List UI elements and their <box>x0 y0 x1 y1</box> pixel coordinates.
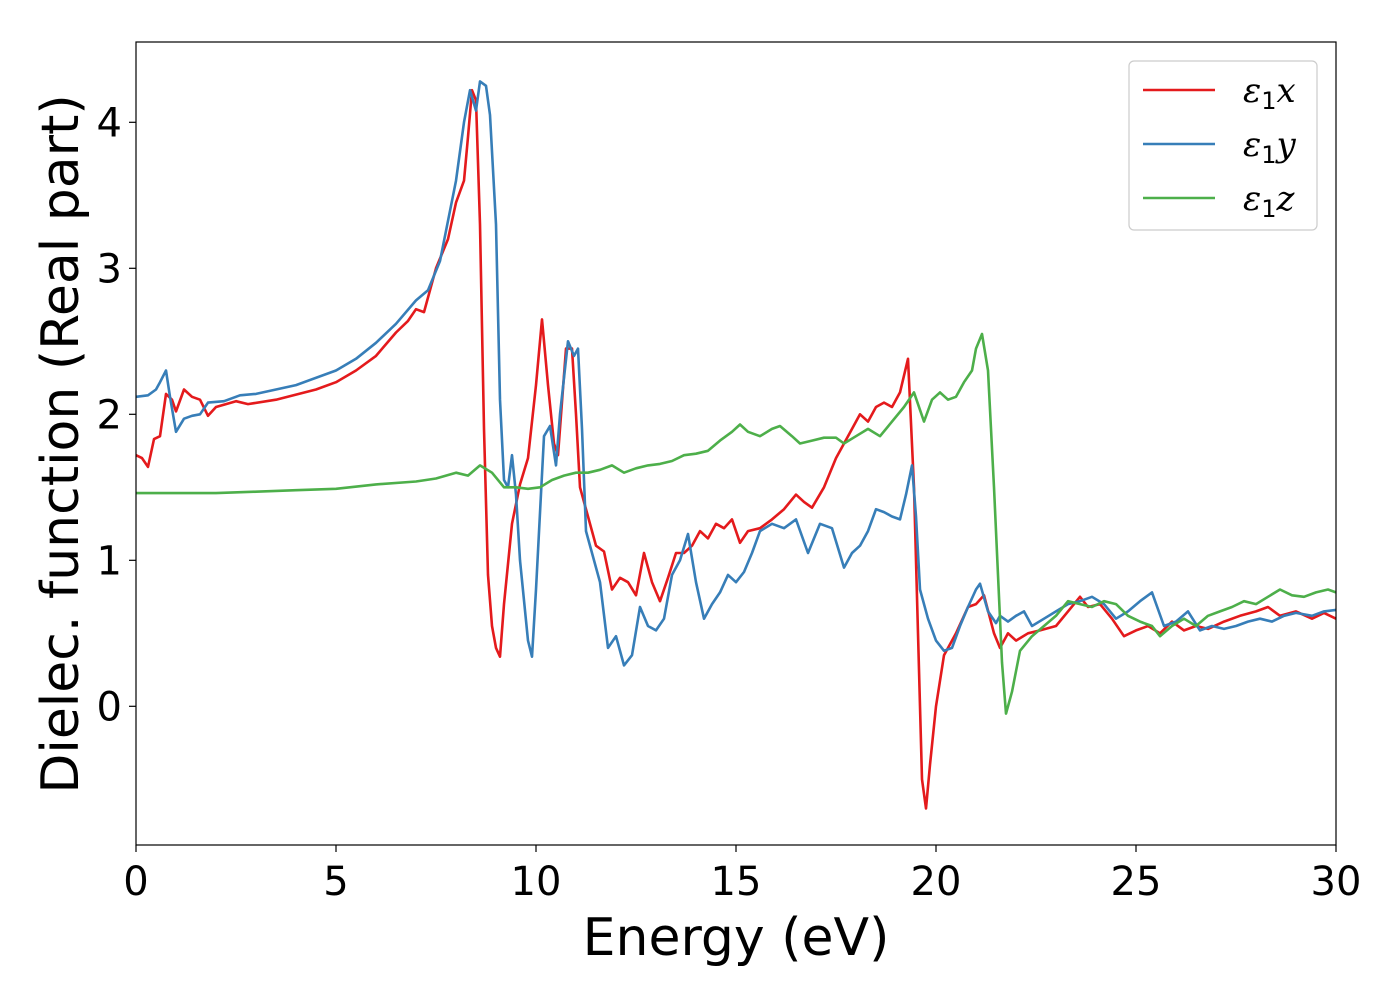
y-tick-label: 4 <box>97 100 122 146</box>
x-tick-label: 10 <box>511 859 562 905</box>
legend: ε1x ε1y ε1z <box>1128 60 1318 231</box>
series-line-y <box>136 80 1336 667</box>
y-tick-label: 3 <box>97 246 122 292</box>
y-tick-label: 1 <box>97 538 122 584</box>
series-line-x <box>136 88 1336 810</box>
x-tick-label: 0 <box>123 859 148 905</box>
y-tick-label: 2 <box>97 392 122 438</box>
x-axis-label: Energy (eV) <box>583 908 890 968</box>
y-tick-label: 0 <box>97 684 122 730</box>
x-tick-label: 5 <box>323 859 348 905</box>
legend-label-x: ε1x <box>1243 71 1296 115</box>
series-line-z <box>136 332 1336 715</box>
x-tick-label: 15 <box>711 859 762 905</box>
legend-label-y: ε1y <box>1243 125 1297 169</box>
x-tick-label: 30 <box>1311 859 1362 905</box>
x-tick-label: 20 <box>911 859 962 905</box>
legend-label-z: ε1z <box>1243 179 1296 223</box>
y-axis: 0 1 2 3 4 <box>97 100 136 730</box>
series-layer <box>136 80 1336 810</box>
y-axis-label: Dielec. function (Real part) <box>31 94 91 793</box>
x-axis: 0 5 10 15 20 25 30 <box>123 845 1361 905</box>
legend-box <box>1128 60 1318 231</box>
x-tick-label: 25 <box>1111 859 1162 905</box>
